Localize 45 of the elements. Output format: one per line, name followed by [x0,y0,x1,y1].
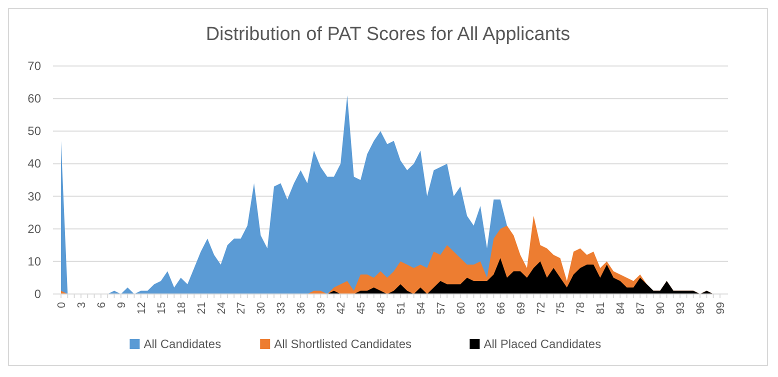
x-tick-label: 42 [336,302,348,314]
y-tick-label: 50 [28,124,42,138]
x-tick-label: 93 [675,302,688,314]
chart-title: Distribution of PAT Scores for All Applicants [206,24,570,45]
y-tick-label: 40 [28,156,42,171]
x-tick-label: 21 [196,302,208,314]
x-tick-label: 84 [615,302,628,314]
x-tick-label: 3 [76,302,88,308]
x-tick-label: 75 [555,302,568,314]
x-tick-label: 27 [236,302,248,314]
x-tick-label: 78 [575,302,588,314]
x-tick-label: 12 [136,302,148,314]
y-tick-label: 20 [28,222,42,236]
x-tick-label: 36 [296,302,308,314]
legend-label: All Shortlisted Candidates [274,337,412,351]
y-tick-label: 10 [28,254,42,268]
x-tick-label: 66 [495,302,508,314]
legend-label: All Placed Candidates [484,337,602,351]
x-tick-label: 90 [655,302,668,314]
x-tick-label: 30 [256,302,268,314]
x-tick-label: 9 [116,302,128,308]
x-tick-label: 51 [395,302,408,314]
x-tick-label: 99 [715,302,727,314]
x-tick-label: 18 [176,302,188,314]
x-tick-label: 39 [316,302,328,314]
x-tick-label: 87 [635,302,648,314]
x-tick-label: 96 [695,302,708,314]
x-tick-label: 57 [435,302,448,314]
y-tick-label: 60 [28,92,42,106]
x-tick-label: 24 [216,302,228,314]
x-tick-label: 69 [515,302,528,314]
y-tick-label: 30 [28,189,42,204]
x-tick-label: 0 [56,302,68,308]
x-tick-label: 6 [96,302,108,308]
x-tick-label: 54 [415,302,428,314]
x-tick-label: 45 [356,302,368,314]
x-tick-label: 81 [595,302,608,314]
legend-label: All Candidates [144,337,222,351]
x-tick-label: 72 [535,302,548,314]
x-tick-label: 60 [455,302,468,314]
y-tick-label: 70 [28,59,42,73]
x-tick-label: 63 [475,302,488,314]
x-tick-label: 48 [376,302,388,314]
x-tick-label: 33 [276,302,288,314]
x-tick-label: 15 [156,302,168,314]
